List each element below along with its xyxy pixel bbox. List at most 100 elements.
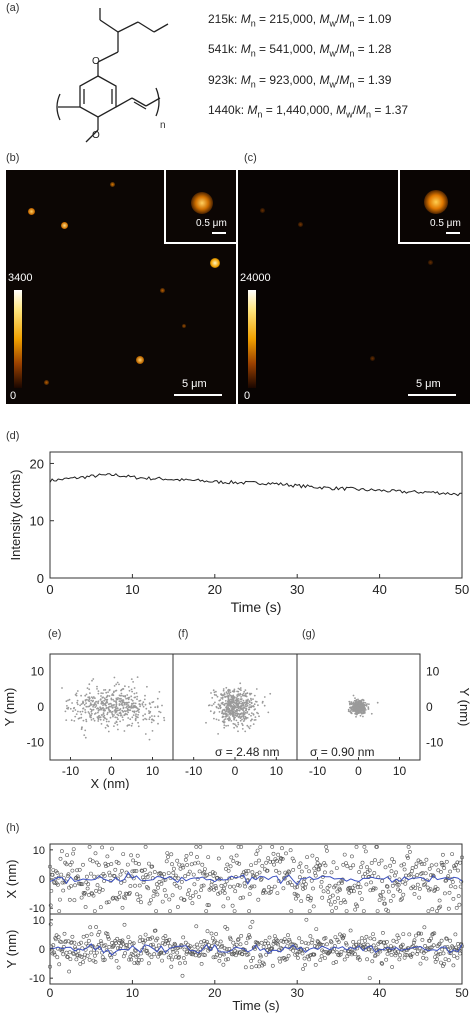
scatter-point bbox=[242, 720, 245, 722]
scatter-point bbox=[64, 710, 67, 713]
trace-point bbox=[246, 952, 251, 957]
trace-point bbox=[270, 844, 275, 849]
scatter-point bbox=[353, 710, 356, 712]
trace-point bbox=[355, 885, 360, 890]
trace-point bbox=[442, 961, 447, 966]
trace-point bbox=[441, 951, 446, 956]
trace-point bbox=[76, 876, 81, 881]
trace-point bbox=[432, 931, 437, 936]
average-line bbox=[49, 871, 463, 886]
trace-point bbox=[170, 862, 174, 867]
trace-point bbox=[204, 873, 209, 878]
trace-point bbox=[247, 935, 252, 940]
trace-point bbox=[263, 890, 268, 895]
scale-label-b: 5 μm bbox=[182, 378, 207, 390]
scatter-point bbox=[221, 720, 224, 723]
scatter-point bbox=[221, 709, 224, 712]
trace-point bbox=[309, 940, 314, 945]
trace-point bbox=[392, 873, 397, 878]
scatter-point bbox=[101, 714, 103, 716]
scatter-point bbox=[67, 699, 69, 702]
trace-point bbox=[390, 965, 395, 969]
trace-point bbox=[272, 884, 277, 889]
zoom-inset: 0.5 μm bbox=[398, 170, 470, 244]
trace-point bbox=[119, 943, 124, 948]
scatter-point bbox=[138, 703, 141, 705]
x-tick-label: 10 bbox=[393, 764, 407, 778]
emitter-spot bbox=[44, 380, 49, 385]
trace-point bbox=[195, 855, 199, 859]
scatter-point bbox=[113, 700, 116, 702]
trace-point bbox=[165, 938, 170, 943]
trace-point bbox=[48, 903, 53, 908]
trace-point bbox=[224, 867, 228, 871]
scatter-point bbox=[90, 716, 92, 719]
scatter-point bbox=[87, 705, 89, 708]
scatter-point bbox=[114, 722, 116, 725]
scatter-point bbox=[111, 714, 114, 716]
trace-point bbox=[262, 962, 267, 967]
trace-point bbox=[287, 880, 292, 885]
scatter-point bbox=[361, 706, 363, 708]
scatter-point bbox=[110, 704, 113, 707]
scatter-point bbox=[236, 694, 239, 696]
trace-point bbox=[236, 937, 241, 942]
trace-point bbox=[446, 958, 451, 963]
trace-point bbox=[251, 873, 255, 878]
trace-point bbox=[424, 857, 429, 862]
trace-point bbox=[201, 883, 206, 888]
x-tick-label: -10 bbox=[62, 764, 80, 778]
trace-point bbox=[333, 935, 338, 940]
x-tick-label: 0 bbox=[46, 582, 53, 597]
scatter-point bbox=[355, 715, 357, 718]
scatter-point bbox=[134, 702, 137, 705]
trace-point bbox=[410, 866, 415, 870]
trace-point bbox=[249, 863, 254, 868]
scatter-point bbox=[223, 726, 226, 729]
mw-line: 1440k: Mn = 1,440,000, Mw/Mn = 1.37 bbox=[208, 103, 409, 120]
scatter-point bbox=[120, 692, 123, 695]
scatter-point bbox=[84, 694, 87, 697]
scatter-point bbox=[249, 725, 252, 727]
scatter-point bbox=[144, 694, 146, 697]
x-tick-label: 20 bbox=[208, 582, 222, 597]
scatter-point bbox=[83, 703, 86, 706]
scatter-point bbox=[123, 703, 126, 706]
trace-point bbox=[420, 938, 425, 942]
trace-point bbox=[195, 945, 200, 950]
trace-point bbox=[137, 958, 141, 962]
trace-point bbox=[221, 962, 226, 967]
trace-point bbox=[365, 865, 370, 870]
average-line bbox=[50, 943, 463, 956]
trace-point bbox=[116, 965, 121, 970]
trace-point bbox=[279, 938, 284, 943]
trace-point bbox=[167, 897, 172, 902]
trace-point bbox=[313, 962, 318, 967]
trace-point bbox=[400, 942, 405, 947]
trace-point bbox=[143, 844, 148, 849]
scatter-point bbox=[214, 701, 216, 704]
trace-point bbox=[222, 891, 227, 895]
scatter-point bbox=[117, 718, 119, 721]
trace-point bbox=[157, 880, 162, 884]
scatter-point bbox=[144, 717, 147, 720]
trace-point bbox=[51, 943, 56, 948]
trace-point bbox=[440, 852, 445, 857]
scatter-point bbox=[110, 705, 112, 708]
trace-point bbox=[199, 940, 203, 945]
trace-point bbox=[264, 860, 269, 865]
scatter-point bbox=[144, 733, 147, 735]
trace-point bbox=[409, 954, 414, 959]
trace-point bbox=[351, 940, 356, 944]
trace-point bbox=[446, 906, 451, 911]
trace-point bbox=[429, 863, 434, 868]
scatter-point bbox=[108, 709, 111, 712]
scatter-point bbox=[136, 716, 138, 718]
trace-point bbox=[272, 934, 277, 939]
scatter-point bbox=[116, 723, 119, 726]
scatter-point bbox=[236, 700, 239, 702]
trace-point bbox=[417, 931, 422, 936]
scatter-point bbox=[139, 699, 142, 702]
trace-point bbox=[211, 955, 216, 960]
trace-point bbox=[371, 943, 376, 948]
